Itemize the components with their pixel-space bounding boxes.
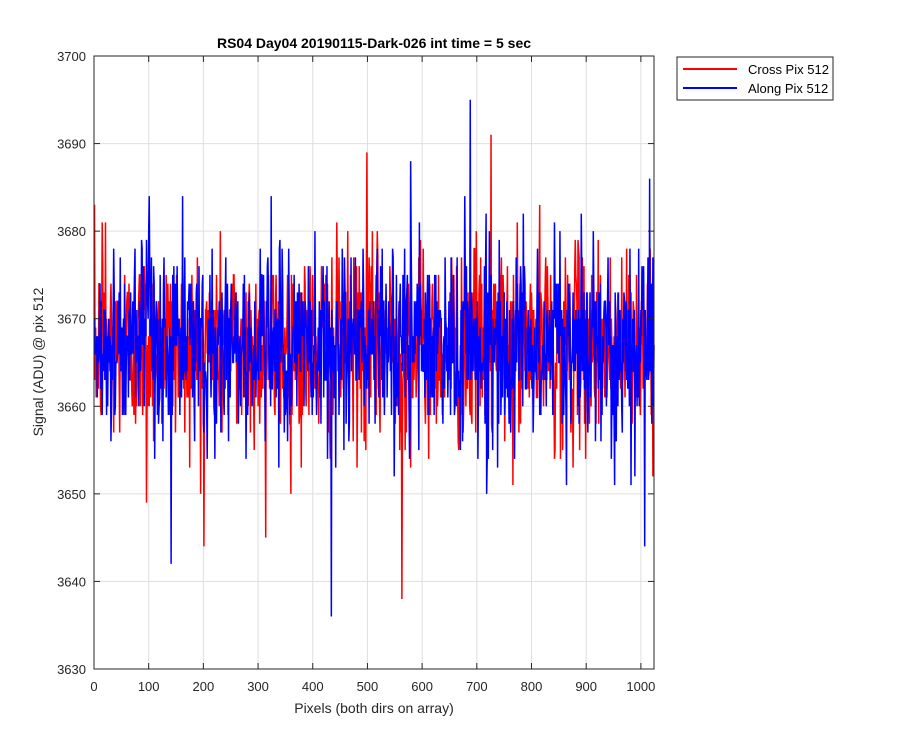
x-tick-label: 700 — [466, 679, 488, 694]
series-layer — [93, 99, 655, 617]
x-axis-label: Pixels (both dirs on array) — [294, 700, 454, 716]
legend-label-along-pix-512: Along Pix 512 — [748, 81, 828, 96]
y-axis-label: Signal (ADU) @ pix 512 — [30, 287, 46, 436]
y-tick-label: 3630 — [57, 662, 86, 677]
x-tick-label: 800 — [521, 679, 543, 694]
x-tick-label: 400 — [302, 679, 324, 694]
x-tick-label: 600 — [411, 679, 433, 694]
legend-box — [676, 56, 834, 101]
x-tick-label: 100 — [138, 679, 160, 694]
x-tick-labels: 0 100 200 300 400 500 600 700 800 900 1000 — [90, 679, 655, 694]
y-tick-label: 3640 — [57, 574, 86, 589]
y-tick-label: 3690 — [57, 137, 86, 152]
y-tick-label: 3680 — [57, 224, 86, 239]
axis-ticks — [93, 55, 654, 670]
y-tick-label: 3660 — [57, 399, 86, 414]
x-tick-label: 500 — [357, 679, 379, 694]
series-line-along-pix-512 — [93, 99, 655, 617]
y-tick-label: 3700 — [57, 49, 86, 64]
legend: Cross Pix 512 Along Pix 512 — [676, 56, 834, 101]
x-tick-label: 1000 — [626, 679, 655, 694]
y-tick-labels: 3630 3640 3650 3660 3670 3680 3690 3700 — [57, 49, 86, 677]
y-tick-label: 3670 — [57, 312, 86, 327]
x-tick-label: 300 — [247, 679, 269, 694]
chart-title: RS04 Day04 20190115-Dark-026 int time = … — [217, 35, 531, 51]
y-tick-label: 3650 — [57, 487, 86, 502]
x-tick-label: 0 — [90, 679, 97, 694]
legend-label-cross-pix-512: Cross Pix 512 — [748, 62, 829, 77]
x-tick-label: 200 — [193, 679, 215, 694]
plot-area-frame — [93, 55, 655, 670]
x-tick-label: 900 — [575, 679, 597, 694]
